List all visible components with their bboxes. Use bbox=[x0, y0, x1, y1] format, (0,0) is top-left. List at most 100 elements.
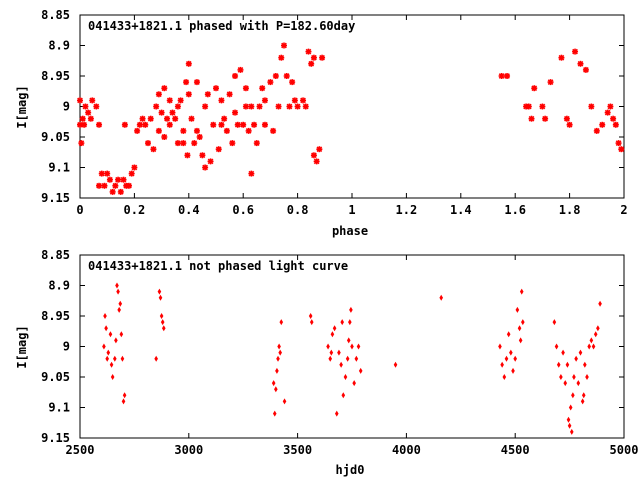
phased-x-tick-label: 1.8 bbox=[559, 203, 581, 217]
phased-data-point bbox=[158, 109, 165, 116]
unphased-data-point bbox=[282, 398, 287, 405]
phased-data-point bbox=[232, 109, 239, 116]
phased-x-tick-label: 2 bbox=[620, 203, 627, 217]
phased-data-point bbox=[242, 85, 249, 92]
unphased-data-point bbox=[345, 355, 350, 362]
unphased-data-point bbox=[108, 331, 113, 338]
unphased-data-point bbox=[576, 380, 581, 387]
phased-data-points bbox=[77, 42, 625, 195]
unphased-data-point bbox=[578, 349, 583, 356]
phased-data-point bbox=[223, 127, 230, 134]
phased-x-axis: 0 0.2 0.4 0.6 0.8 1 1.2 1.4 1.6 1.8 2 bbox=[76, 15, 628, 217]
unphased-data-point bbox=[102, 343, 106, 350]
phased-x-tick-label: 1.2 bbox=[396, 203, 418, 217]
unphased-y-tick-label: 9.15 bbox=[41, 431, 70, 445]
unphased-data-point bbox=[393, 361, 398, 368]
phased-data-point bbox=[607, 103, 614, 110]
phased-data-point bbox=[199, 152, 206, 159]
phased-data-point bbox=[612, 121, 619, 128]
unphased-data-point bbox=[565, 361, 570, 368]
phased-y-tick-label: 8.95 bbox=[41, 69, 70, 83]
unphased-x-tick-label: 2500 bbox=[66, 443, 95, 457]
phased-data-point bbox=[294, 103, 301, 110]
phased-data-point bbox=[319, 54, 326, 61]
unphased-data-point bbox=[274, 386, 278, 393]
phased-data-point bbox=[139, 115, 146, 122]
phased-data-point bbox=[79, 115, 86, 122]
unphased-data-point bbox=[121, 398, 126, 405]
unphased-data-point bbox=[574, 355, 578, 362]
phased-data-point bbox=[234, 121, 241, 128]
phased-data-point bbox=[120, 176, 127, 183]
phased-data-point bbox=[289, 79, 296, 86]
unphased-data-point bbox=[598, 300, 602, 307]
phased-data-point bbox=[78, 140, 85, 147]
unphased-data-point bbox=[119, 331, 124, 338]
phased-data-point bbox=[185, 60, 192, 67]
unphased-data-points bbox=[102, 282, 602, 435]
phased-data-point bbox=[134, 127, 141, 134]
phased-x-tick-label: 0.6 bbox=[232, 203, 254, 217]
unphased-data-point bbox=[511, 367, 515, 374]
phased-x-tick-label: 1.6 bbox=[504, 203, 526, 217]
phased-data-point bbox=[106, 176, 113, 183]
phased-data-point bbox=[155, 91, 162, 98]
phased-data-point bbox=[558, 54, 565, 61]
phased-data-point bbox=[202, 164, 209, 171]
unphased-data-point bbox=[504, 355, 509, 362]
unphased-y-tick-label: 9.05 bbox=[41, 370, 70, 384]
phased-data-point bbox=[155, 127, 162, 134]
phased-data-point bbox=[229, 140, 236, 147]
unphased-data-point bbox=[500, 361, 504, 368]
unphased-data-point bbox=[591, 343, 596, 350]
phased-data-point bbox=[77, 97, 83, 104]
unphased-data-point bbox=[104, 325, 108, 332]
phased-data-point bbox=[300, 97, 307, 104]
unphased-data-point bbox=[158, 294, 163, 301]
unphased-data-point bbox=[580, 398, 585, 405]
phased-data-point bbox=[128, 170, 135, 177]
unphased-data-point bbox=[106, 349, 111, 356]
unphased-data-point bbox=[326, 343, 330, 350]
phased-data-point bbox=[504, 73, 511, 79]
phased-data-point bbox=[87, 115, 94, 122]
phased-chart-title: 041433+1821.1 phased with P=182.60day bbox=[88, 19, 355, 33]
phased-data-point bbox=[542, 115, 549, 122]
unphased-data-point bbox=[278, 349, 282, 356]
unphased-y-axis: 8.85 8.9 8.95 9 9.05 9.1 9.15 bbox=[41, 248, 624, 445]
phased-data-point bbox=[204, 91, 211, 98]
phased-data-point bbox=[253, 140, 260, 147]
unphased-data-point bbox=[160, 319, 165, 326]
phased-data-point bbox=[248, 103, 255, 110]
phased-data-point bbox=[164, 115, 171, 122]
phased-data-point bbox=[93, 103, 100, 110]
phased-data-point bbox=[183, 79, 190, 86]
phased-data-point bbox=[184, 152, 191, 159]
phased-data-point bbox=[81, 121, 88, 128]
unphased-data-point bbox=[509, 349, 513, 356]
unphased-data-point bbox=[272, 410, 277, 417]
phased-data-point bbox=[202, 103, 209, 110]
unphased-chart-title: 041433+1821.1 not phased light curve bbox=[88, 259, 348, 273]
unphased-data-point bbox=[309, 319, 314, 326]
phased-data-point bbox=[245, 127, 252, 134]
unphased-data-point bbox=[276, 355, 280, 362]
phased-data-point bbox=[172, 115, 179, 122]
phased-data-point bbox=[599, 121, 606, 128]
phased-y-tick-label: 9.1 bbox=[48, 161, 70, 175]
phased-data-point bbox=[117, 188, 124, 195]
unphased-data-point bbox=[114, 337, 118, 344]
unphased-data-point bbox=[161, 325, 166, 332]
unphased-x-tick-label: 5000 bbox=[610, 443, 639, 457]
phased-y-tick-label: 9 bbox=[63, 100, 70, 114]
phased-data-point bbox=[316, 146, 323, 153]
phased-y-tick-label: 9.15 bbox=[41, 191, 70, 205]
phased-data-point bbox=[121, 121, 128, 128]
unphased-data-point bbox=[568, 404, 573, 411]
phased-y-axis: 8.85 8.9 8.95 9 9.05 9.1 9.15 bbox=[41, 8, 624, 205]
unphased-data-point bbox=[337, 349, 341, 356]
phased-data-point bbox=[166, 121, 173, 128]
unphased-data-point bbox=[122, 392, 127, 399]
phased-data-point bbox=[283, 73, 290, 79]
unphased-data-point bbox=[154, 355, 158, 362]
